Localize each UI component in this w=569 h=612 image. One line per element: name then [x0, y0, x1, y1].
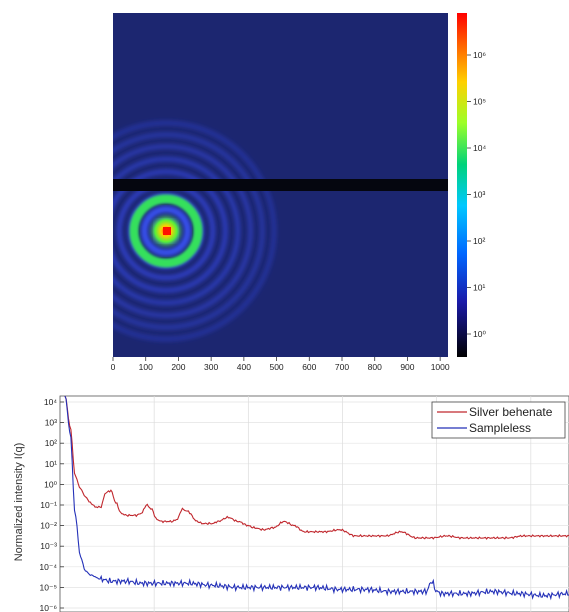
series-line-silver-behenate: [64, 396, 569, 540]
colorbar-tick-label: 10⁴: [473, 143, 486, 153]
line-plot: 10⁴10³10²10¹10⁰10⁻¹10⁻²10⁻³10⁻⁴10⁻⁵10⁻⁶ …: [13, 395, 569, 612]
detector-x-axis: 0 100 200 300 400 500 600 700 800 900 1000: [111, 357, 450, 372]
first-ring-bright: [129, 194, 203, 268]
detector-x-tick-label: 100: [139, 362, 153, 372]
y-tick-label: 10¹: [45, 459, 57, 469]
legend-label-silver-behenate: Silver behenate: [469, 405, 553, 419]
y-tick-label: 10⁻⁶: [40, 603, 57, 612]
colorbar-tick-label: 10³: [473, 190, 485, 200]
detector-x-tick-label: 200: [171, 362, 185, 372]
detector-x-tick-label: 0: [111, 362, 116, 372]
y-tick-label: 10⁰: [44, 479, 57, 489]
y-tick-label: 10²: [45, 438, 57, 448]
detector-x-tick-label: 1000: [431, 362, 450, 372]
legend: Silver behenate Sampleless: [431, 401, 566, 439]
detector-x-tick-label: 300: [204, 362, 218, 372]
beamstop-band: [113, 179, 448, 191]
y-tick-label: 10⁻⁴: [39, 562, 57, 572]
y-tick-label: 10⁴: [44, 397, 57, 407]
plot-series: [64, 396, 569, 601]
colorbar-tick-label: 10¹: [473, 283, 485, 293]
y-tick-label: 10⁻²: [40, 521, 57, 531]
detector-x-tick-label: 400: [237, 362, 251, 372]
colorbar: 10⁶ 10⁵ 10⁴ 10³ 10² 10¹ 10⁰: [457, 13, 486, 357]
detector-x-tick-label: 700: [335, 362, 349, 372]
detector-x-tick-label: 600: [302, 362, 316, 372]
y-tick-label: 10⁻¹: [40, 500, 57, 510]
y-axis-label: Normalized intensity I(q): [13, 443, 25, 562]
detector-x-tick-label: 800: [368, 362, 382, 372]
legend-label-sampleless: Sampleless: [469, 421, 531, 435]
colorbar-tick-label: 10²: [473, 236, 485, 246]
detector-image: [113, 13, 448, 357]
y-tick-label: 10³: [45, 418, 57, 428]
plot-grid: [60, 396, 569, 612]
plot-y-axis: 10⁴ 10³ 10² 10¹ 10⁰ 10⁻¹ 10⁻² 10⁻³ 10⁻⁴ 10⁻⁵ 10⁻⁶: [39, 397, 64, 612]
direct-beam-spot: [163, 227, 171, 235]
colorbar-tick-label: 10⁶: [473, 50, 486, 60]
diffraction-rings: [113, 120, 277, 342]
detector-x-tick-label: 900: [400, 362, 414, 372]
diffraction-ring: [113, 143, 254, 319]
diffraction-ring: [113, 132, 265, 330]
diffraction-ring: [140, 205, 192, 257]
colorbar-tick-label: 10⁵: [473, 97, 486, 107]
colorbar-tick-label: 10⁰: [473, 329, 486, 339]
series-line-sampleless: [64, 396, 569, 601]
diffraction-ring: [113, 169, 228, 293]
diffraction-ring: [113, 120, 277, 342]
y-tick-label: 10⁻³: [40, 541, 57, 551]
diffraction-ring: [113, 156, 241, 306]
y-tick-label: 10⁻⁵: [40, 582, 57, 592]
detector-x-tick-label: 500: [269, 362, 283, 372]
